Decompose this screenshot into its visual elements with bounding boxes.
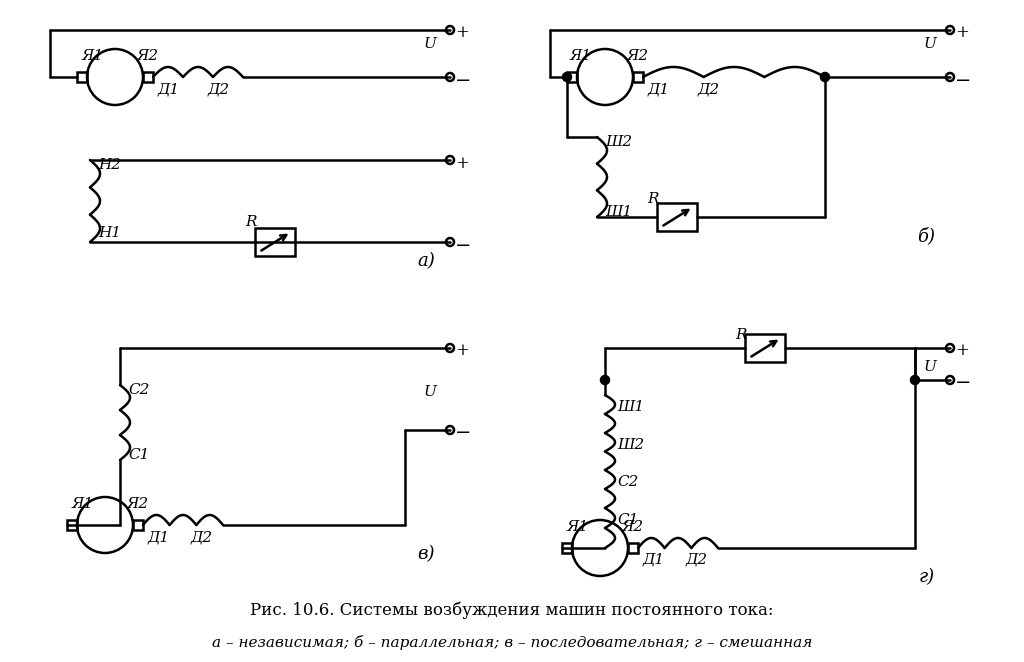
Bar xyxy=(77,72,87,82)
Bar xyxy=(133,520,143,530)
Text: +: + xyxy=(455,24,469,41)
Text: R: R xyxy=(245,215,256,229)
Bar xyxy=(67,520,77,530)
Text: −: − xyxy=(955,72,972,90)
Circle shape xyxy=(563,73,571,81)
Text: а): а) xyxy=(417,252,435,270)
Text: Д2: Д2 xyxy=(686,553,709,567)
Text: Я2: Я2 xyxy=(627,49,649,63)
Circle shape xyxy=(946,73,954,81)
Text: С2: С2 xyxy=(128,383,150,397)
Circle shape xyxy=(446,426,454,434)
Text: Ш2: Ш2 xyxy=(617,438,644,452)
Text: С1: С1 xyxy=(128,448,150,462)
Text: −: − xyxy=(455,424,471,442)
Text: Я1: Я1 xyxy=(72,497,94,511)
Text: Я1: Я1 xyxy=(567,520,589,534)
Text: +: + xyxy=(455,155,469,172)
Text: Я1: Я1 xyxy=(570,49,592,63)
Text: −: − xyxy=(455,237,471,255)
Bar xyxy=(255,228,295,256)
Text: +: + xyxy=(455,342,469,359)
Text: U: U xyxy=(424,385,436,399)
Text: Д1: Д1 xyxy=(643,553,666,567)
Bar xyxy=(143,72,153,82)
Text: Рис. 10.6. Системы возбуждения машин постоянного тока:: Рис. 10.6. Системы возбуждения машин пос… xyxy=(250,601,774,619)
Text: U: U xyxy=(424,37,436,51)
Text: С2: С2 xyxy=(617,475,638,489)
Text: Я2: Я2 xyxy=(137,49,159,63)
Text: Д1: Д1 xyxy=(158,82,180,96)
Text: −: − xyxy=(955,374,972,392)
Circle shape xyxy=(946,376,954,384)
Circle shape xyxy=(946,26,954,34)
Text: Н1: Н1 xyxy=(98,226,121,240)
Bar xyxy=(567,72,577,82)
Text: в): в) xyxy=(418,545,435,563)
Circle shape xyxy=(446,238,454,246)
Text: Н2: Н2 xyxy=(98,158,121,172)
Text: U: U xyxy=(924,360,936,374)
Bar xyxy=(745,334,785,362)
Bar xyxy=(657,203,697,231)
Text: С1: С1 xyxy=(617,513,638,527)
Text: Д2: Д2 xyxy=(698,82,720,96)
Text: Я1: Я1 xyxy=(82,49,104,63)
Bar xyxy=(628,543,638,553)
Text: г): г) xyxy=(919,568,935,586)
Text: Д1: Д1 xyxy=(148,530,170,544)
Text: Я2: Я2 xyxy=(622,520,644,534)
Circle shape xyxy=(911,376,919,384)
Text: Д1: Д1 xyxy=(648,82,670,96)
Text: а – независимая; б – параллельная; в – последовательная; г – смешанная: а – независимая; б – параллельная; в – п… xyxy=(212,634,812,649)
Text: Д2: Д2 xyxy=(208,82,230,96)
Text: Ш1: Ш1 xyxy=(605,205,632,219)
Circle shape xyxy=(601,376,609,384)
Circle shape xyxy=(446,73,454,81)
Bar xyxy=(562,543,572,553)
Circle shape xyxy=(946,344,954,352)
Text: Д2: Д2 xyxy=(191,530,213,544)
Text: б): б) xyxy=(918,227,935,245)
Text: R: R xyxy=(735,328,746,342)
Text: R: R xyxy=(647,192,658,206)
Text: +: + xyxy=(955,24,969,41)
Bar xyxy=(633,72,643,82)
Text: −: − xyxy=(455,72,471,90)
Text: Ш2: Ш2 xyxy=(605,135,632,149)
Text: +: + xyxy=(955,342,969,359)
Circle shape xyxy=(446,26,454,34)
Circle shape xyxy=(821,73,829,81)
Text: Ш1: Ш1 xyxy=(617,400,644,414)
Circle shape xyxy=(446,156,454,164)
Text: U: U xyxy=(924,37,936,51)
Circle shape xyxy=(446,344,454,352)
Text: Я2: Я2 xyxy=(127,497,150,511)
